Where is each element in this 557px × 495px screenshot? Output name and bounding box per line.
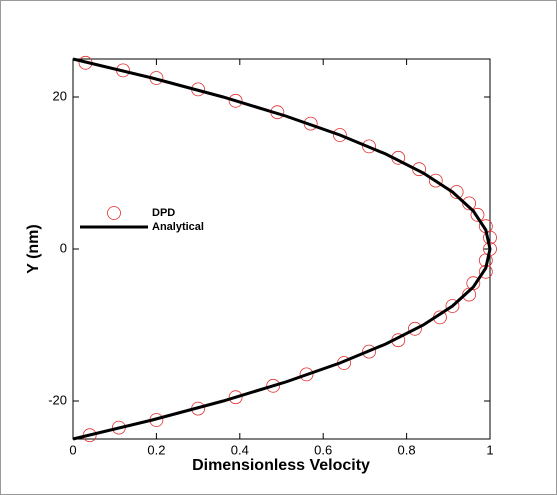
x-tick-label: 0.2 bbox=[147, 442, 165, 457]
x-tick-label: 0 bbox=[69, 442, 76, 457]
data-point bbox=[266, 378, 281, 393]
legend-label: DPD bbox=[152, 207, 175, 219]
data-point bbox=[428, 173, 443, 188]
data-point bbox=[228, 93, 243, 108]
data-point bbox=[445, 299, 460, 313]
data-point bbox=[362, 139, 376, 154]
data-point bbox=[462, 287, 477, 302]
x-tick-label: 1 bbox=[486, 442, 493, 457]
y-tick-label: -20 bbox=[48, 392, 67, 407]
x-tick-label: 0.6 bbox=[314, 442, 332, 457]
x-tick-label: 0.8 bbox=[398, 442, 416, 457]
x-axis-label: Dimensionless Velocity bbox=[192, 457, 370, 474]
data-point bbox=[299, 367, 314, 382]
data-point bbox=[408, 321, 422, 336]
legend-marker bbox=[107, 206, 121, 220]
data-point bbox=[332, 128, 347, 142]
data-point bbox=[470, 207, 485, 222]
data-point bbox=[228, 390, 243, 405]
x-tick-label: 0.4 bbox=[231, 442, 249, 457]
data-point bbox=[362, 344, 376, 359]
y-tick-label: 20 bbox=[53, 88, 67, 103]
y-axis-label: Y (nm) bbox=[25, 224, 42, 273]
data-point bbox=[462, 196, 477, 211]
y-tick-label: 0 bbox=[60, 240, 67, 255]
data-line bbox=[72, 57, 492, 441]
legend-label: Analytical bbox=[152, 221, 204, 233]
